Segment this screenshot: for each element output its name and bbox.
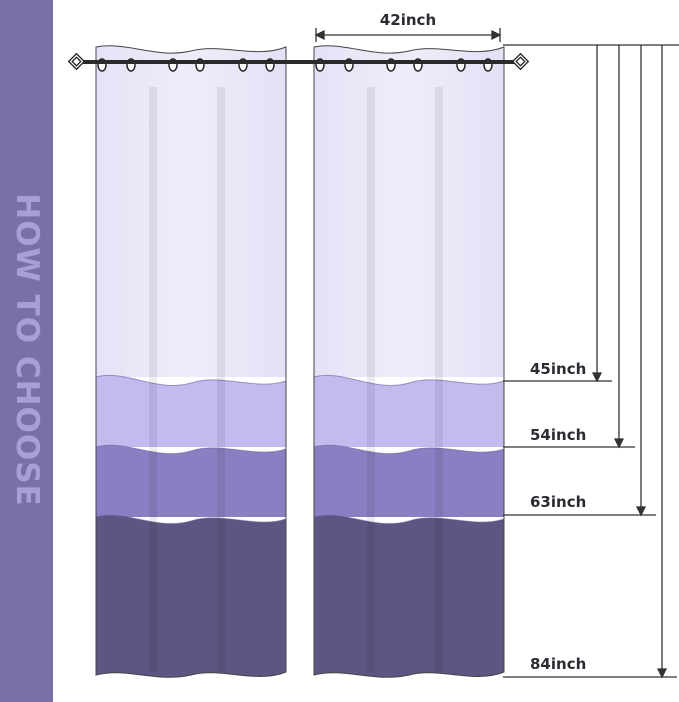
curtain-rod [67, 52, 530, 71]
length-dimensions [503, 44, 679, 679]
side-banner: HOW TO CHOOSE [0, 0, 53, 702]
length-label-45: 45inch [530, 360, 586, 378]
width-dimension [314, 28, 502, 42]
width-label: 42inch [380, 11, 436, 29]
right-curtain-panel [314, 46, 504, 678]
left-curtain-panel [96, 46, 286, 678]
rod-finial-right [511, 52, 530, 71]
length-label-54: 54inch [530, 426, 586, 444]
length-label-63: 63inch [530, 493, 586, 511]
rod-finial-left [67, 52, 86, 71]
length-label-84: 84inch [530, 655, 586, 673]
